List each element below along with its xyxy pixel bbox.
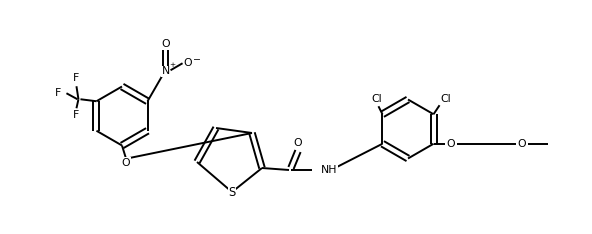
Text: +: + — [169, 62, 175, 68]
Text: O: O — [161, 39, 170, 49]
Text: F: F — [73, 110, 79, 120]
Text: −: − — [192, 54, 201, 63]
Text: NH: NH — [321, 165, 337, 175]
Text: O: O — [184, 58, 192, 68]
Text: O: O — [446, 139, 455, 149]
Text: Cl: Cl — [371, 94, 382, 104]
Text: Cl: Cl — [440, 94, 451, 104]
Text: O: O — [294, 138, 303, 148]
Text: O: O — [122, 157, 130, 168]
Text: F: F — [55, 88, 62, 98]
Text: O: O — [517, 139, 526, 149]
Text: N: N — [162, 66, 170, 76]
Text: S: S — [229, 186, 236, 200]
Text: F: F — [73, 73, 79, 83]
